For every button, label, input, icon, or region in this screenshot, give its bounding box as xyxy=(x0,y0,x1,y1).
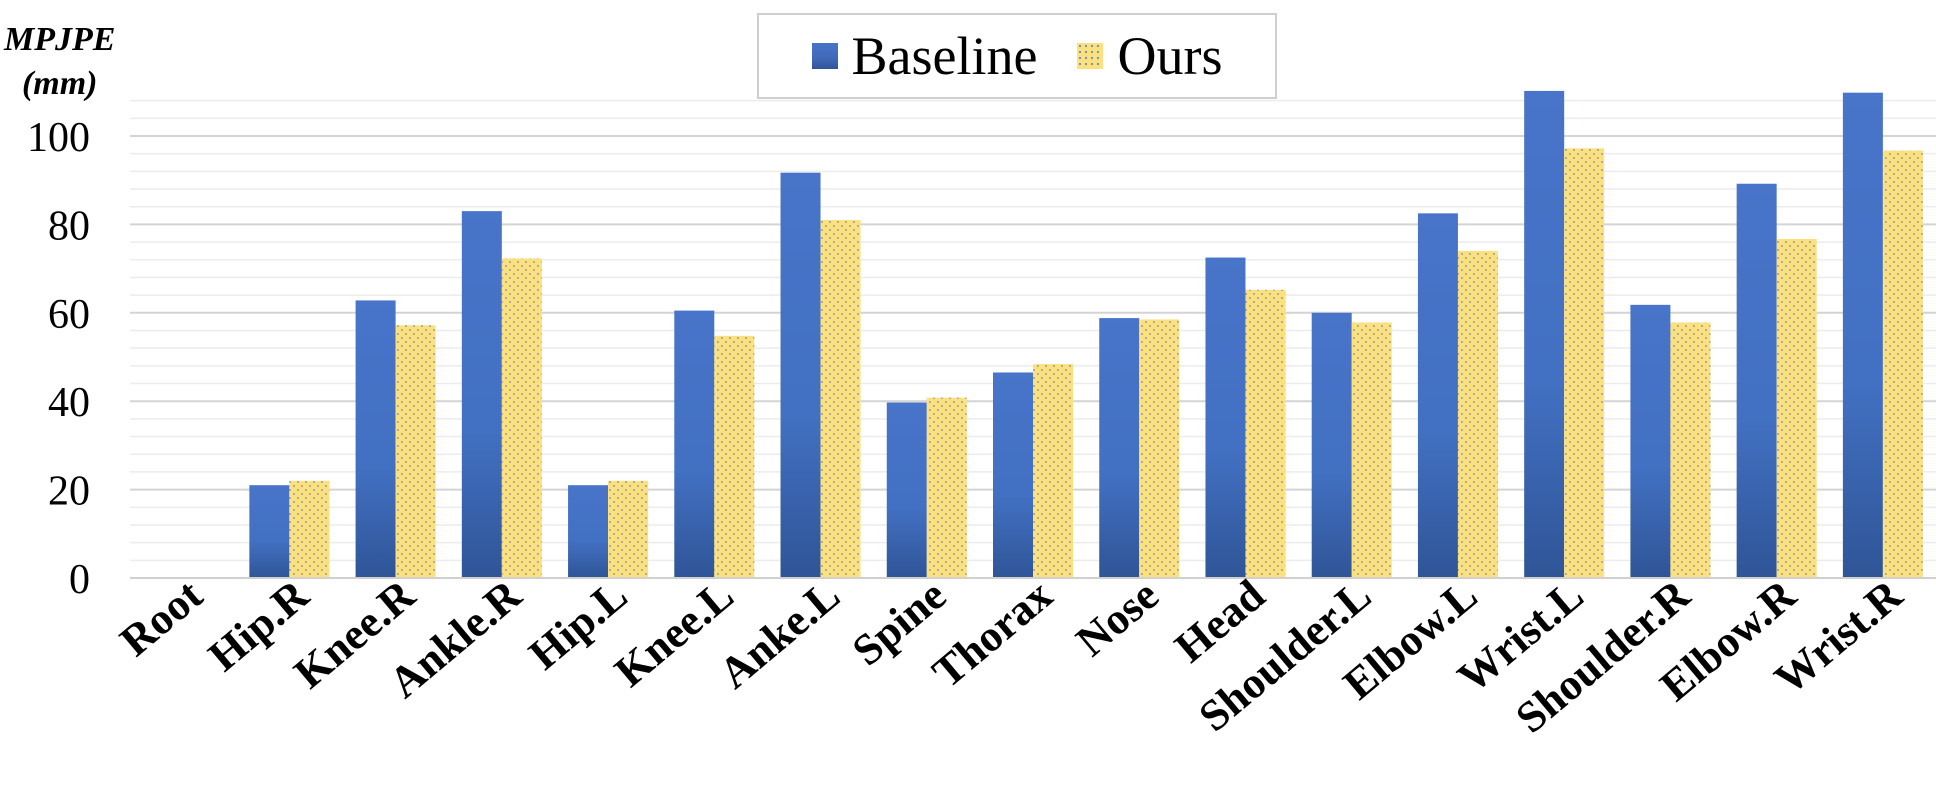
bar-ours-thorax xyxy=(1033,364,1073,578)
legend-item-baseline: Baseline xyxy=(811,26,1038,86)
y-tick-label: 20 xyxy=(48,469,90,515)
bar-ours-ankle-r xyxy=(501,258,542,578)
bar-baseline-knee-r xyxy=(355,300,396,578)
bars xyxy=(249,90,1923,579)
legend-swatch-ours xyxy=(1077,43,1104,69)
bar-baseline-hip-r xyxy=(249,485,290,578)
bar-ours-head xyxy=(1245,289,1286,578)
y-tick-label: 40 xyxy=(48,380,90,426)
x-tick-label: Root xyxy=(111,570,212,666)
bar-ours-knee-l xyxy=(714,335,755,578)
bar-ours-wrist-r xyxy=(1882,150,1923,578)
bar-ours-knee-r xyxy=(395,325,436,578)
bar-ours-shoulder-r xyxy=(1670,322,1711,578)
bar-baseline-head xyxy=(1205,257,1246,578)
bar-baseline-thorax xyxy=(993,372,1033,578)
bar-baseline-spine xyxy=(886,402,927,578)
x-tick-label: Thorax xyxy=(923,570,1061,697)
bar-ours-hip-l xyxy=(608,480,649,578)
legend-swatch-baseline xyxy=(811,43,838,69)
bar-baseline-ankle-r xyxy=(461,211,502,578)
y-axis-title-line-1: MPJPE xyxy=(4,21,116,58)
y-tick-label: 80 xyxy=(48,203,90,249)
bar-ours-spine xyxy=(926,397,967,578)
bar-baseline-wrist-l xyxy=(1524,90,1565,578)
y-axis-title: MPJPE (mm) xyxy=(4,18,115,106)
bar-baseline-knee-l xyxy=(674,310,715,578)
bar-baseline-hip-l xyxy=(568,485,609,578)
legend-label-baseline: Baseline xyxy=(851,26,1038,86)
bar-baseline-anke-l xyxy=(780,172,821,578)
y-axis-title-line-2: (mm) xyxy=(21,65,98,102)
bar-ours-nose xyxy=(1139,319,1180,578)
bar-ours-elbow-l xyxy=(1457,250,1498,579)
legend: Baseline Ours xyxy=(757,13,1277,99)
bar-ours-hip-r xyxy=(289,480,330,578)
bar-ours-anke-l xyxy=(820,219,861,579)
bar-baseline-elbow-l xyxy=(1417,213,1458,578)
x-tick-label: Anke.L xyxy=(710,570,849,698)
bar-baseline-wrist-r xyxy=(1842,92,1883,579)
legend-item-ours: Ours xyxy=(1077,29,1222,83)
x-tick-label: Knee.L xyxy=(605,570,742,696)
bar-baseline-nose xyxy=(1099,318,1140,578)
bar-ours-wrist-l xyxy=(1564,148,1605,578)
legend-label-ours: Ours xyxy=(1117,26,1223,86)
x-tick-label: Nose xyxy=(1067,570,1168,666)
bar-baseline-shoulder-r xyxy=(1630,304,1671,578)
bar-ours-shoulder-l xyxy=(1351,322,1392,578)
y-tick-label: 100 xyxy=(27,115,90,161)
bar-baseline-elbow-r xyxy=(1736,183,1777,578)
bar-baseline-shoulder-l xyxy=(1311,312,1352,578)
y-tick-label: 60 xyxy=(48,292,90,338)
bar-ours-elbow-r xyxy=(1776,238,1817,578)
x-axis-labels: RootHip.RKnee.RAnkle.RHip.LKnee.LAnke.LS… xyxy=(111,569,1912,742)
y-axis-ticks: 0 20 40 60 80 100 xyxy=(27,115,90,603)
y-tick-label: 0 xyxy=(69,557,90,603)
